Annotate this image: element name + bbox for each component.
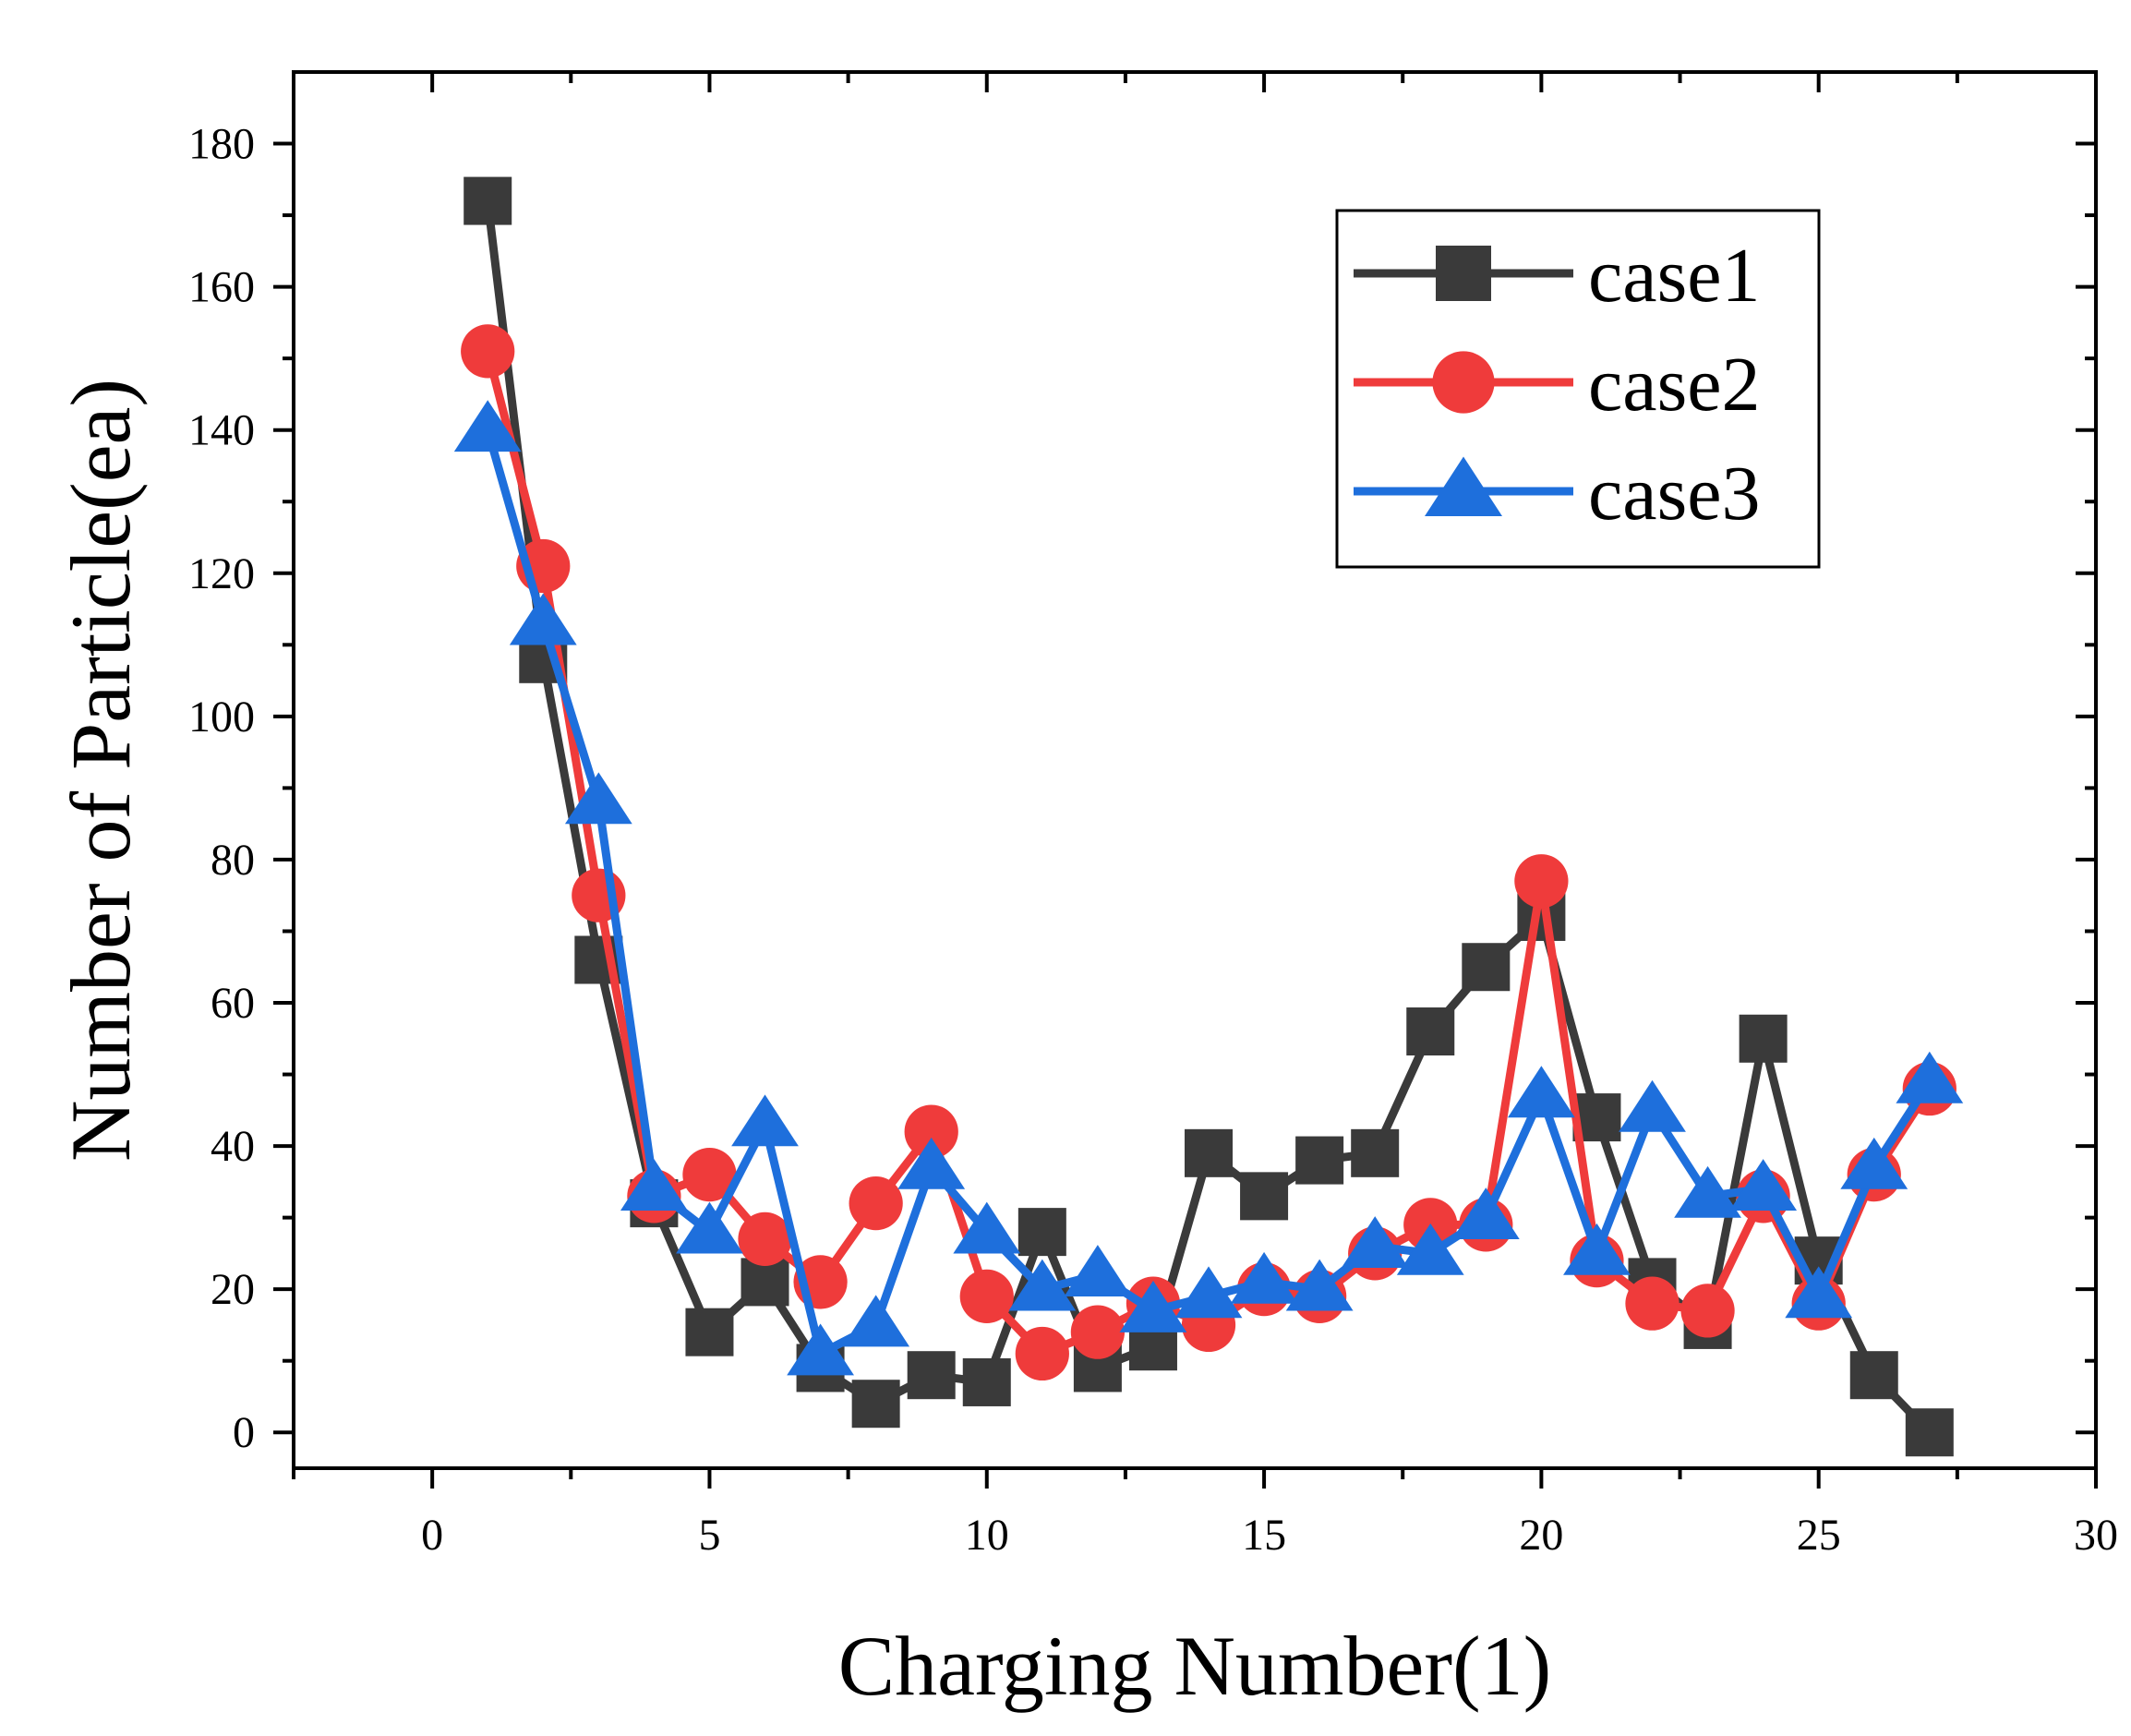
x-tick-label: 20 bbox=[1519, 1511, 1563, 1560]
y-tick-label: 120 bbox=[188, 549, 255, 598]
x-tick-label: 0 bbox=[421, 1511, 443, 1560]
legend-marker-case1 bbox=[1436, 246, 1491, 301]
data-point-case1 bbox=[1185, 1128, 1234, 1177]
series-case3 bbox=[453, 400, 1964, 1376]
data-point-case1 bbox=[740, 1258, 789, 1307]
data-point-case3 bbox=[1451, 1187, 1520, 1240]
data-point-case2 bbox=[1514, 854, 1569, 909]
data-point-case1 bbox=[907, 1351, 956, 1400]
data-point-case3 bbox=[1619, 1079, 1686, 1132]
data-point-case3 bbox=[564, 772, 632, 825]
data-point-case2 bbox=[1070, 1305, 1126, 1359]
series-layer bbox=[453, 176, 1964, 1457]
x-tick-label: 25 bbox=[1797, 1511, 1841, 1560]
data-point-case1 bbox=[1295, 1136, 1344, 1185]
data-point-case3 bbox=[676, 1201, 743, 1254]
legend-label-case1: case1 bbox=[1588, 233, 1761, 319]
data-point-case3 bbox=[620, 1159, 688, 1211]
y-tick-label: 80 bbox=[211, 836, 255, 885]
data-point-case3 bbox=[1785, 1266, 1853, 1319]
data-point-case3 bbox=[1507, 1066, 1575, 1118]
data-point-case3 bbox=[897, 1137, 966, 1189]
data-point-case3 bbox=[1285, 1259, 1354, 1311]
y-tick-label: 0 bbox=[233, 1408, 255, 1457]
y-tick-label: 100 bbox=[188, 693, 255, 741]
data-point-case1 bbox=[1905, 1408, 1954, 1457]
data-point-case3 bbox=[1396, 1223, 1464, 1275]
data-point-case3 bbox=[842, 1295, 910, 1347]
data-point-case1 bbox=[851, 1380, 900, 1429]
data-point-case1 bbox=[464, 176, 512, 225]
data-point-case2 bbox=[1625, 1276, 1680, 1331]
x-axis-title: Charging Number(1) bbox=[838, 1619, 1551, 1713]
x-tick-label: 15 bbox=[1242, 1511, 1286, 1560]
legend-label-case2: case2 bbox=[1588, 342, 1761, 428]
x-tick-label: 5 bbox=[698, 1511, 720, 1560]
data-point-case2 bbox=[849, 1175, 903, 1231]
data-point-case1 bbox=[1849, 1351, 1898, 1400]
data-point-case3 bbox=[1064, 1245, 1132, 1297]
x-tick-label: 30 bbox=[2074, 1511, 2118, 1560]
x-tick-label: 10 bbox=[965, 1511, 1009, 1560]
y-tick-label: 160 bbox=[188, 263, 255, 312]
data-point-case3 bbox=[1174, 1266, 1243, 1319]
axes: 0 5 10 15 20 25 30 0 20 40 60 80 100 120 140 160 180 bbox=[188, 70, 2118, 1560]
data-point-case3 bbox=[1341, 1216, 1409, 1269]
y-tick-label: 60 bbox=[211, 979, 255, 1028]
data-point-case3 bbox=[1230, 1251, 1298, 1304]
data-point-case1 bbox=[1406, 1007, 1455, 1056]
legend: case1 case2 case3 bbox=[1335, 209, 1821, 569]
y-tick-label: 180 bbox=[188, 120, 255, 169]
data-point-case1 bbox=[1462, 943, 1511, 992]
data-point-case2 bbox=[1680, 1284, 1735, 1338]
data-point-case3 bbox=[1896, 1051, 1964, 1103]
data-point-case1 bbox=[1351, 1128, 1400, 1177]
data-point-case2 bbox=[682, 1147, 737, 1202]
data-point-case1 bbox=[1739, 1014, 1788, 1063]
y-tick-label: 20 bbox=[211, 1265, 255, 1314]
data-point-case1 bbox=[1017, 1208, 1066, 1257]
data-point-case2 bbox=[738, 1212, 792, 1266]
y-axis-title: Number of Particle(ea) bbox=[54, 379, 148, 1162]
data-point-case3 bbox=[1119, 1280, 1187, 1332]
data-point-case3 bbox=[509, 593, 577, 645]
data-point-case1 bbox=[685, 1308, 734, 1356]
plot-frame bbox=[292, 70, 2098, 1470]
data-point-case2 bbox=[959, 1269, 1014, 1324]
data-point-case3 bbox=[1563, 1223, 1631, 1275]
y-tick-label: 140 bbox=[188, 406, 255, 455]
y-tick-label: 40 bbox=[211, 1122, 255, 1171]
data-point-case3 bbox=[1840, 1137, 1908, 1189]
legend-label-case3: case3 bbox=[1588, 451, 1761, 536]
data-point-case3 bbox=[787, 1323, 854, 1376]
legend-marker-case3 bbox=[1425, 456, 1502, 516]
data-point-case3 bbox=[1729, 1159, 1798, 1211]
data-point-case3 bbox=[1674, 1165, 1741, 1218]
data-point-case1 bbox=[962, 1357, 1011, 1406]
data-point-case2 bbox=[904, 1104, 958, 1159]
data-point-case3 bbox=[453, 400, 522, 452]
data-point-case1 bbox=[1240, 1172, 1289, 1221]
data-point-case3 bbox=[1008, 1259, 1077, 1311]
data-point-case2 bbox=[461, 324, 515, 379]
data-point-case3 bbox=[953, 1201, 1021, 1254]
data-point-case2 bbox=[1015, 1326, 1069, 1381]
data-point-case3 bbox=[731, 1094, 799, 1147]
legend-marker-case2 bbox=[1432, 351, 1495, 414]
